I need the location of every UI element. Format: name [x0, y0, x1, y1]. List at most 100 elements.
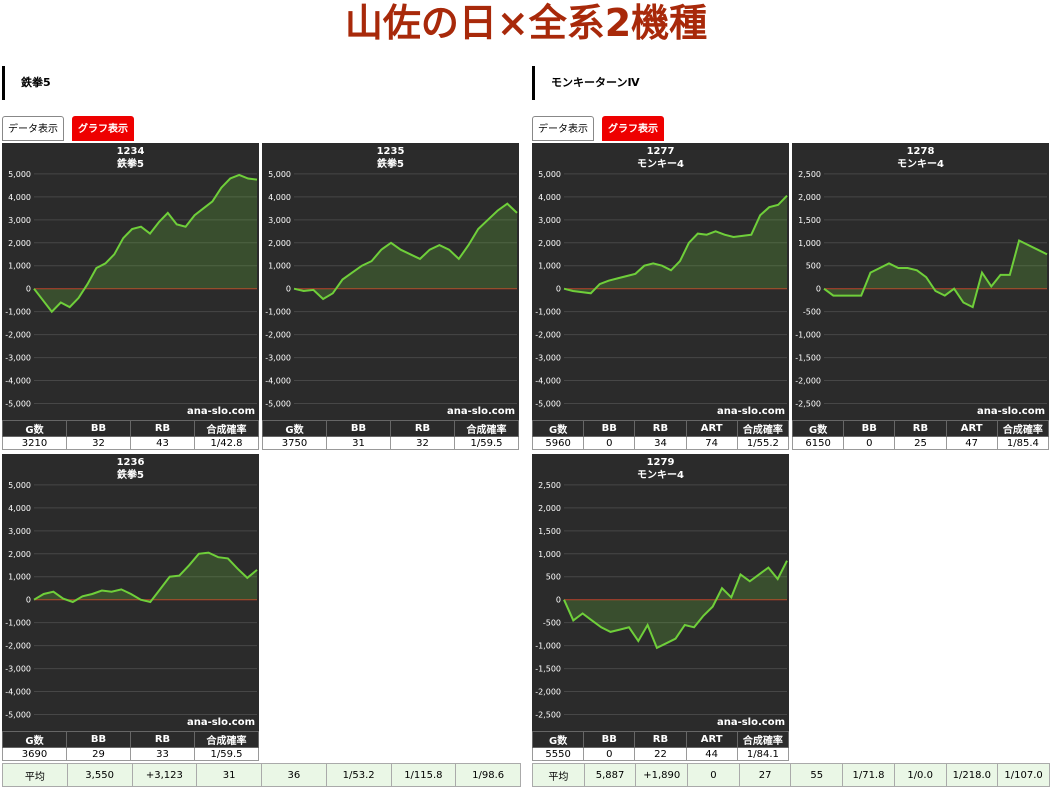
tab[interactable]: グラフ表示: [72, 116, 134, 141]
y-tick-label: 1,000: [798, 239, 821, 248]
chart-title: 1234: [117, 146, 145, 157]
y-tick-label: -2,000: [535, 688, 561, 697]
watermark: ana-slo.com: [717, 406, 785, 417]
chart-title: 1277: [647, 146, 675, 157]
cell: 5,887: [583, 763, 637, 787]
tab[interactable]: グラフ表示: [602, 116, 664, 141]
header-cell: G数: [531, 420, 585, 437]
header-cell: BB: [843, 420, 896, 437]
watermark: ana-slo.com: [187, 406, 255, 417]
cell: 平均: [532, 763, 585, 787]
chart-subtitle: モンキー4: [637, 158, 684, 170]
header-cell: G数: [531, 731, 585, 748]
panel: 1236 鉄拳5 5,000 4,000 3,000 2,000 1,000 0 -1,000 -…: [2, 454, 259, 761]
y-tick-label: -4,000: [535, 377, 561, 386]
y-tick-label: 3,000: [268, 216, 291, 225]
panel: 1235 鉄拳5 5,000 4,000 3,000 2,000 1,000 0 -1,000 -…: [262, 143, 519, 450]
average-cells: 平均 3,550 +3,123 31 36 1/53.2 1/115.8 1/98.6: [2, 763, 521, 787]
table-row: 5550 0 22 44 1/84.1: [531, 747, 790, 761]
average-cells: 平均 5,887 +1,890 0 27 55 1/71.8 1/0.0 1/218.0 1/10…: [532, 763, 1050, 787]
y-tick-label: -3,000: [535, 354, 561, 363]
header-cell: G数: [262, 420, 327, 437]
cell: 1/59.5: [454, 436, 519, 450]
y-tick-label: -3,000: [265, 354, 291, 363]
cell: 22: [634, 747, 687, 761]
y-tick-label: -4,000: [265, 377, 291, 386]
line: [563, 560, 788, 650]
y-tick-label: -5,000: [5, 400, 31, 409]
area: [34, 175, 257, 312]
header-cell: BB: [583, 731, 636, 748]
header-cell: RB: [130, 420, 195, 437]
header-cell: BB: [66, 420, 131, 437]
cell: 33: [130, 747, 195, 761]
header-cell: RB: [130, 731, 195, 748]
table-header: G数 BB RB ART 合成確率: [791, 420, 1050, 437]
panel: 1277 モンキー4 5,000 4,000 3,000 2,000 1,000 0 -1,00…: [531, 143, 790, 450]
tab[interactable]: データ表示: [532, 116, 594, 141]
cell: 31: [196, 763, 262, 787]
cell: 3750: [262, 436, 327, 450]
cell: 1/59.5: [194, 747, 259, 761]
y-tick-label: -4,000: [5, 688, 31, 697]
y-tick-label: -3,000: [5, 665, 31, 674]
cell: 0: [583, 436, 636, 450]
line: [33, 551, 258, 604]
y-tick-label: -1,500: [535, 665, 561, 674]
cell: 1/218.0: [945, 763, 999, 787]
chart-subtitle: モンキー4: [637, 469, 684, 481]
y-tick-label: 0: [556, 596, 561, 605]
y-tick-label: 0: [26, 596, 31, 605]
area: [824, 240, 1047, 308]
y-tick-label: 5,000: [8, 170, 31, 179]
y-tick-label: 1,000: [538, 262, 561, 271]
header-cell: 合成確率: [736, 420, 790, 437]
cell: 31: [326, 436, 391, 450]
table-header: G数 BB RB 合成確率: [262, 420, 519, 437]
table-row: 3210 32 43 1/42.8: [2, 436, 259, 450]
watermark: ana-slo.com: [717, 717, 785, 728]
y-tick-label: 2,000: [268, 239, 291, 248]
y-tick-label: 2,000: [8, 550, 31, 559]
y-tick-label: -5,000: [535, 400, 561, 409]
y-tick-label: -500: [803, 308, 821, 317]
header-cell: G数: [791, 420, 845, 437]
y-tick-label: -2,000: [795, 377, 821, 386]
average-table: 平均 3,550 +3,123 31 36 1/53.2 1/115.8 1/98.6: [2, 763, 521, 787]
y-tick-label: 0: [26, 285, 31, 294]
tab[interactable]: データ表示: [2, 116, 64, 141]
cell: 1/42.8: [194, 436, 259, 450]
y-tick-label: 3,000: [538, 216, 561, 225]
line: [823, 239, 1048, 309]
cell: 1/98.6: [455, 763, 521, 787]
chart-subtitle: 鉄拳5: [117, 157, 144, 170]
cell: +1,890: [635, 763, 689, 787]
header-cell: RB: [390, 420, 455, 437]
y-tick-label: 1,500: [538, 527, 561, 536]
y-tick-label: -1,000: [535, 642, 561, 651]
y-tick-label: 1,000: [8, 262, 31, 271]
panel: 1234 鉄拳5 5,000 4,000 3,000 2,000 1,000 0 -1,000 -…: [2, 143, 259, 450]
y-tick-label: -2,500: [795, 400, 821, 409]
cell: 1/84.1: [736, 747, 790, 761]
chart-subtitle: 鉄拳5: [377, 157, 404, 170]
cell: 44: [685, 747, 738, 761]
table-row: 3690 29 33 1/59.5: [2, 747, 259, 761]
y-tick-label: -2,000: [265, 331, 291, 340]
page-title: 山佐の日×全系2機種: [344, 1, 708, 45]
stats-table: G数 BB RB 合成確率 3750 31 32 1/59.5: [262, 420, 519, 450]
table-header: G数 BB RB 合成確率: [2, 731, 259, 748]
header-cell: ART: [685, 420, 738, 437]
y-tick-label: 2,500: [798, 170, 821, 179]
header-cell: BB: [326, 420, 391, 437]
header-cell: 合成確率: [194, 420, 259, 437]
y-tick-label: -1,000: [265, 308, 291, 317]
y-tick-label: 2,000: [798, 193, 821, 202]
chart-title: 1278: [907, 146, 935, 157]
cell: 5550: [531, 747, 585, 761]
cell: 27: [738, 763, 792, 787]
y-tick-label: 500: [806, 262, 821, 271]
